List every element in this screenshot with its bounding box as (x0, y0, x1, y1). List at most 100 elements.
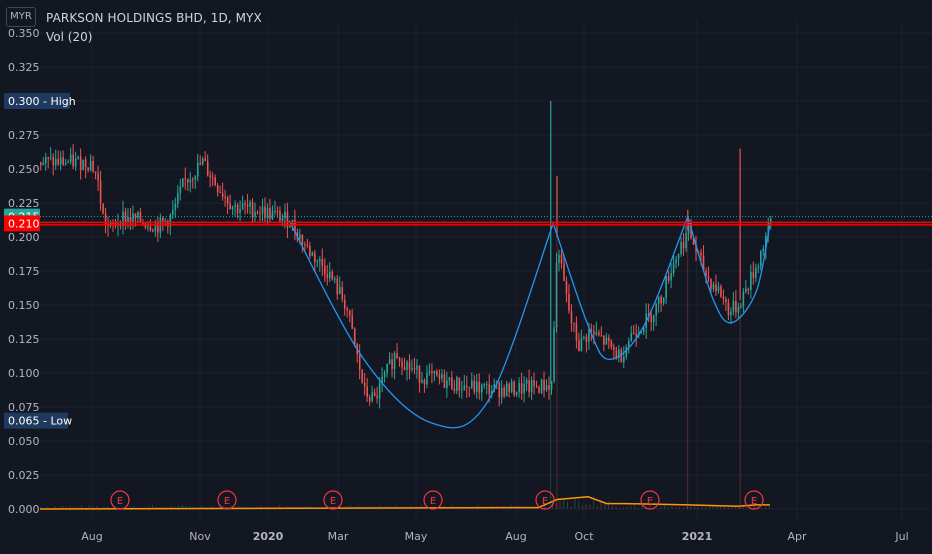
volume-bar (417, 507, 419, 509)
candle-body (366, 386, 368, 398)
candle-body (652, 315, 655, 323)
volume-bar (107, 506, 109, 509)
volume-bar (768, 506, 770, 509)
candle-body (174, 203, 177, 210)
volume-bar (215, 507, 217, 509)
volume-bar (267, 507, 269, 509)
candle-body (398, 358, 401, 362)
candle-body (316, 261, 319, 263)
candle-body (368, 397, 371, 402)
candle-body (413, 368, 416, 370)
candle-body (241, 203, 244, 210)
candle-body (289, 225, 291, 228)
volume-bar (712, 505, 714, 509)
volume-bar (533, 507, 535, 509)
candle-body (560, 254, 563, 264)
candle-body (720, 286, 722, 297)
candle-body (672, 263, 675, 274)
candle-body (558, 254, 560, 263)
volume-bar (312, 507, 314, 509)
candle-body (326, 274, 329, 279)
candle-body (269, 207, 271, 219)
volume-bar (753, 505, 755, 509)
volume-bar (81, 505, 83, 509)
candle-body (603, 335, 605, 345)
candle-body (329, 271, 331, 279)
volume-bar (466, 507, 468, 509)
candle-body (122, 211, 124, 227)
volume-bar (256, 506, 258, 509)
candle-body (448, 377, 451, 381)
earnings-marker (217, 490, 237, 510)
candle-body (765, 235, 767, 249)
candle-body (436, 371, 438, 376)
candle-body (274, 210, 276, 212)
candle-body (687, 222, 690, 234)
candle-body (266, 207, 269, 218)
candle-body (600, 335, 603, 337)
candle-body (750, 272, 752, 291)
volume-bar (40, 506, 41, 509)
candle-body (74, 158, 77, 167)
candle-body (747, 288, 750, 291)
candle-body (625, 346, 628, 357)
candle-body (695, 244, 697, 252)
volume-bar (765, 507, 767, 509)
candle-body (393, 353, 396, 369)
candle-body (157, 223, 159, 233)
candle-body (214, 177, 217, 186)
candle-body (386, 363, 388, 373)
candle-body (376, 396, 378, 399)
candle-body (580, 337, 583, 352)
candle-body (595, 332, 598, 335)
volume-bar (641, 505, 643, 509)
volume-bar (514, 506, 516, 509)
candle-body (226, 197, 229, 204)
candle-body (259, 213, 261, 215)
candle-body (72, 154, 74, 167)
candle-body (525, 380, 528, 384)
volume-bar (357, 505, 359, 509)
volume-bar (495, 506, 497, 509)
candle-body (333, 278, 336, 280)
volume-bar (473, 506, 475, 509)
curve-handle_2 (687, 216, 771, 324)
candle-body (717, 286, 720, 292)
volume-bar (499, 506, 501, 509)
candle-body (92, 161, 94, 172)
volume-bar (62, 506, 64, 509)
candle-body (97, 173, 99, 181)
candle-body (466, 385, 468, 388)
candle-body (206, 161, 209, 176)
volume-bar (372, 506, 374, 509)
volume-bar (279, 505, 281, 509)
candle-body (553, 327, 555, 382)
candle-body (520, 382, 523, 394)
candle-body (79, 156, 82, 171)
candle-body (642, 328, 645, 333)
candle-body (211, 177, 214, 179)
candle-body (588, 329, 590, 342)
volume-indicator-label[interactable]: Vol (20) (46, 30, 93, 44)
candle-body (67, 161, 70, 164)
volume-bar (241, 506, 243, 509)
candle-body (665, 275, 667, 298)
volume-bar (469, 507, 471, 509)
volume-bar (705, 507, 707, 509)
candle-body (89, 161, 92, 171)
volume-bar (152, 505, 154, 509)
currency-badge[interactable]: MYR (6, 7, 36, 27)
candle-body (129, 217, 132, 222)
candle-body (219, 192, 221, 194)
volume-bar (92, 506, 94, 509)
candle-body (690, 222, 692, 239)
resistance-badge-box (4, 215, 40, 232)
candle-body (182, 178, 184, 187)
low-badge-box (4, 412, 68, 429)
volume-bar (555, 502, 557, 509)
candle-body (615, 349, 618, 359)
